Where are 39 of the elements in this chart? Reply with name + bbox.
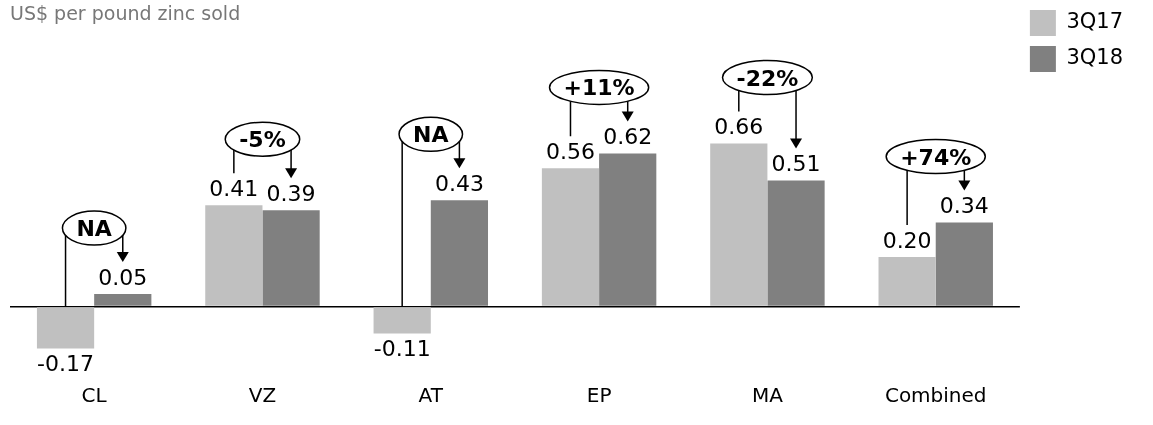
text: -22% bbox=[736, 65, 799, 91]
data-label: 0.66 bbox=[714, 114, 764, 140]
bar bbox=[599, 153, 657, 306]
data-label: -0.17 bbox=[37, 351, 95, 377]
annotation: -5% bbox=[239, 127, 286, 153]
data-label: 0.56 bbox=[546, 138, 595, 164]
bar bbox=[430, 200, 489, 306]
bar bbox=[878, 257, 936, 306]
data-label: -0.11 bbox=[373, 336, 431, 362]
annotation: +74% bbox=[900, 144, 972, 170]
data-label: 0.05 bbox=[98, 264, 148, 290]
x-tick-label: MA bbox=[751, 383, 784, 408]
annotation: NA bbox=[76, 216, 112, 242]
legend-label: 3Q18 bbox=[1066, 45, 1124, 70]
x-tick-label: Combined bbox=[884, 383, 987, 408]
data-label: 0.51 bbox=[771, 151, 821, 177]
data-label: 0.43 bbox=[434, 171, 484, 196]
data-label: 0.20 bbox=[882, 227, 932, 253]
data-label: 0.34 bbox=[939, 193, 989, 219]
text: +11% bbox=[563, 75, 635, 101]
bar bbox=[767, 180, 825, 306]
x-tick-label: CL bbox=[81, 383, 108, 408]
bar bbox=[262, 210, 320, 306]
bar bbox=[541, 168, 600, 306]
x-tick-label: EP bbox=[586, 383, 612, 408]
legend-label: 3Q17 bbox=[1066, 9, 1124, 34]
bar bbox=[373, 307, 431, 334]
bar bbox=[935, 222, 993, 306]
x-tick-label: VZ bbox=[248, 383, 277, 408]
chart-title: US$ per pound zinc sold bbox=[10, 2, 241, 25]
bar bbox=[205, 205, 263, 306]
x-tick-label: AT bbox=[418, 383, 444, 408]
annotation: NA bbox=[413, 122, 449, 148]
bar bbox=[94, 294, 152, 306]
data-label: 0.62 bbox=[603, 124, 653, 150]
bar bbox=[36, 307, 95, 349]
data-label: 0.39 bbox=[266, 180, 316, 206]
data-label: 0.41 bbox=[209, 175, 259, 201]
bar bbox=[710, 143, 768, 306]
